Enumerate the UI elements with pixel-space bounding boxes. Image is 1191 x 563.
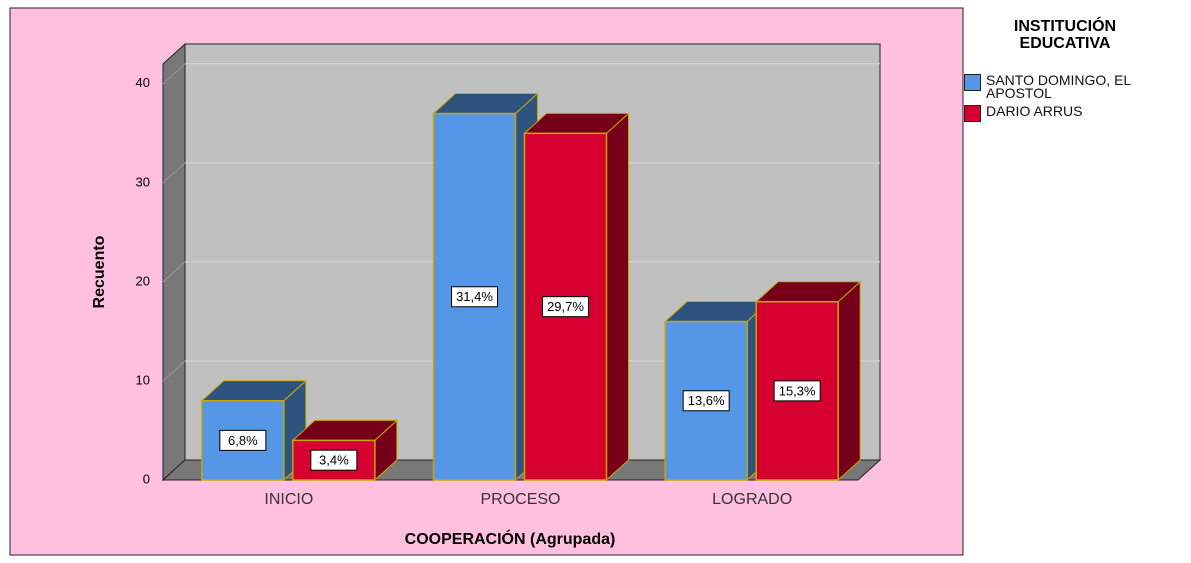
data-label: 15,3% [779,383,816,398]
x-tick-label: LOGRADO [712,491,792,508]
grid-line [162,162,186,184]
grid-line [162,360,186,382]
grid-line [162,261,186,283]
data-label: 3,4% [319,453,349,468]
data-label: 6,8% [228,433,258,448]
left-wall [162,42,186,482]
data-label-box [451,286,498,308]
legend-title: INSTITUCIÓN EDUCATIVA [1013,18,1117,52]
legend-swatch [964,105,981,122]
y-tick-label: 20 [136,273,150,288]
x-axis-title: COOPERACIÓN (Agrupada) [405,529,616,548]
y-tick-label: 40 [136,75,150,90]
data-label: 29,7% [547,299,584,314]
data-label: 13,6% [688,393,725,408]
data-label-box [310,449,358,471]
x-tick-label: INICIO [264,491,313,508]
legend-label: DARIO ARRUS [986,103,1083,119]
data-label-box [682,390,730,412]
y-tick-label: 0 [143,471,150,486]
data-label: 31,4% [456,289,493,304]
data-label-box [542,296,589,318]
grid-line [162,63,186,85]
data-label-box [219,429,267,451]
y-axis-title: Recuento [91,235,108,308]
bar-side [606,112,629,482]
y-tick-label: 30 [136,174,150,189]
data-label-box [773,380,821,402]
bar [291,419,399,482]
bar-side [837,280,861,482]
y-tick-label: 10 [136,372,150,387]
legend-label: SANTO DOMINGO, EL APOSTOL [986,72,1131,101]
legend-swatch [964,74,981,91]
x-tick-label: PROCESO [480,491,560,508]
